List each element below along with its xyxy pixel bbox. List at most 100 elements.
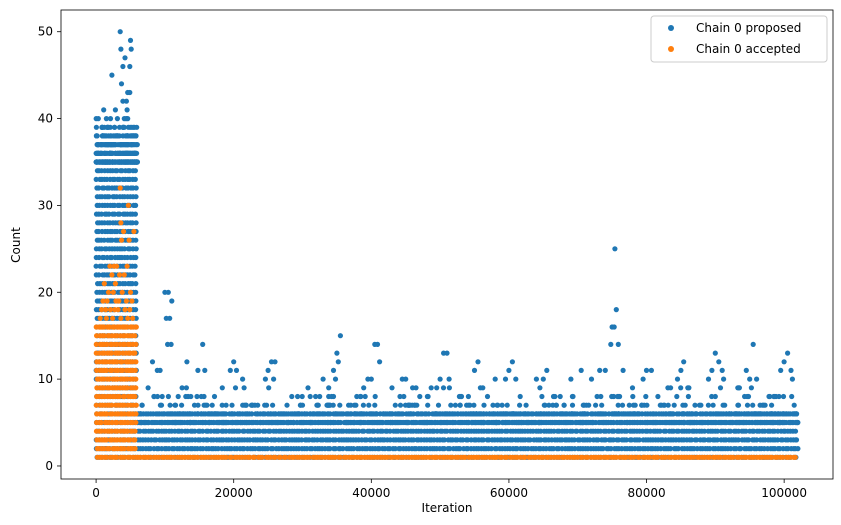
proposed-point	[537, 385, 543, 391]
proposed-point	[620, 367, 626, 373]
proposed-point	[678, 367, 684, 373]
proposed-point	[260, 411, 267, 417]
proposed-point	[215, 446, 221, 452]
proposed-point	[272, 359, 278, 365]
proposed-point	[284, 419, 290, 426]
proposed-point	[387, 428, 393, 434]
proposed-point	[265, 367, 271, 373]
proposed-point	[118, 159, 125, 165]
proposed-point	[271, 376, 277, 382]
accepted-point	[109, 402, 115, 408]
proposed-point	[602, 437, 609, 443]
proposed-point	[401, 393, 407, 400]
proposed-point	[159, 419, 165, 426]
proposed-point	[714, 437, 720, 443]
proposed-point	[678, 385, 684, 391]
accepted-point	[114, 324, 120, 330]
proposed-point	[133, 315, 139, 321]
proposed-point	[487, 411, 493, 417]
proposed-point	[597, 367, 603, 373]
proposed-point	[305, 385, 311, 391]
proposed-point	[330, 367, 337, 373]
proposed-point	[570, 393, 576, 400]
proposed-point	[735, 411, 741, 417]
proposed-point	[236, 428, 242, 434]
proposed-point	[701, 428, 708, 434]
proposed-point	[468, 411, 474, 417]
proposed-point	[640, 376, 646, 382]
proposed-point	[426, 411, 432, 417]
proposed-point	[299, 437, 305, 443]
proposed-point	[315, 402, 321, 408]
proposed-point	[133, 254, 139, 261]
proposed-point	[693, 419, 699, 426]
proposed-point	[129, 220, 135, 226]
proposed-point	[789, 393, 795, 400]
proposed-point	[278, 411, 284, 417]
proposed-point	[332, 376, 339, 382]
proposed-point	[446, 385, 452, 391]
proposed-point	[284, 402, 290, 408]
proposed-point	[300, 419, 307, 426]
accepted-point	[104, 367, 110, 373]
proposed-point	[155, 411, 161, 417]
proposed-point	[539, 393, 545, 400]
accepted-point	[121, 446, 128, 452]
proposed-point	[299, 393, 305, 400]
proposed-point	[494, 419, 500, 426]
proposed-point	[615, 393, 621, 400]
proposed-point	[124, 107, 130, 113]
accepted-point	[117, 185, 123, 191]
proposed-point	[377, 359, 383, 365]
proposed-point	[235, 411, 241, 417]
accepted-point	[462, 454, 468, 460]
proposed-point	[506, 367, 512, 373]
proposed-point	[544, 367, 550, 373]
proposed-point	[441, 446, 447, 452]
proposed-point	[103, 116, 109, 122]
proposed-point	[776, 393, 782, 400]
proposed-point	[597, 428, 604, 434]
accepted-point	[133, 402, 139, 408]
accepted-point	[133, 411, 139, 417]
proposed-point	[771, 393, 777, 400]
proposed-point	[746, 437, 752, 443]
proposed-point	[229, 402, 235, 408]
proposed-point	[264, 419, 270, 426]
proposed-point	[481, 402, 487, 408]
proposed-point	[299, 402, 306, 408]
proposed-point	[254, 419, 260, 426]
proposed-point	[365, 376, 371, 382]
accepted-point	[100, 298, 106, 304]
proposed-point	[437, 376, 443, 382]
proposed-point	[537, 411, 544, 417]
proposed-point	[372, 402, 378, 408]
proposed-point	[458, 393, 464, 400]
proposed-point	[316, 411, 323, 417]
x-tick-label: 100000	[761, 486, 807, 500]
accepted-point	[132, 393, 138, 400]
accepted-point	[195, 454, 201, 460]
proposed-point	[666, 419, 672, 426]
proposed-point	[448, 402, 454, 408]
proposed-point	[127, 37, 134, 44]
proposed-point	[636, 437, 642, 443]
proposed-point	[252, 402, 258, 408]
proposed-point	[104, 142, 110, 148]
proposed-point	[153, 437, 159, 443]
proposed-point	[571, 437, 577, 443]
accepted-point	[118, 220, 124, 226]
accepted-point	[125, 315, 131, 321]
proposed-point	[681, 359, 687, 365]
proposed-point	[93, 133, 100, 139]
proposed-point	[120, 133, 126, 139]
proposed-point	[546, 402, 552, 408]
proposed-point	[229, 411, 235, 417]
proposed-point	[123, 150, 129, 156]
proposed-point	[769, 402, 775, 408]
accepted-point	[110, 289, 116, 295]
proposed-point	[132, 150, 138, 156]
proposed-point	[561, 402, 567, 408]
accepted-point	[223, 454, 229, 460]
proposed-point	[219, 385, 225, 391]
